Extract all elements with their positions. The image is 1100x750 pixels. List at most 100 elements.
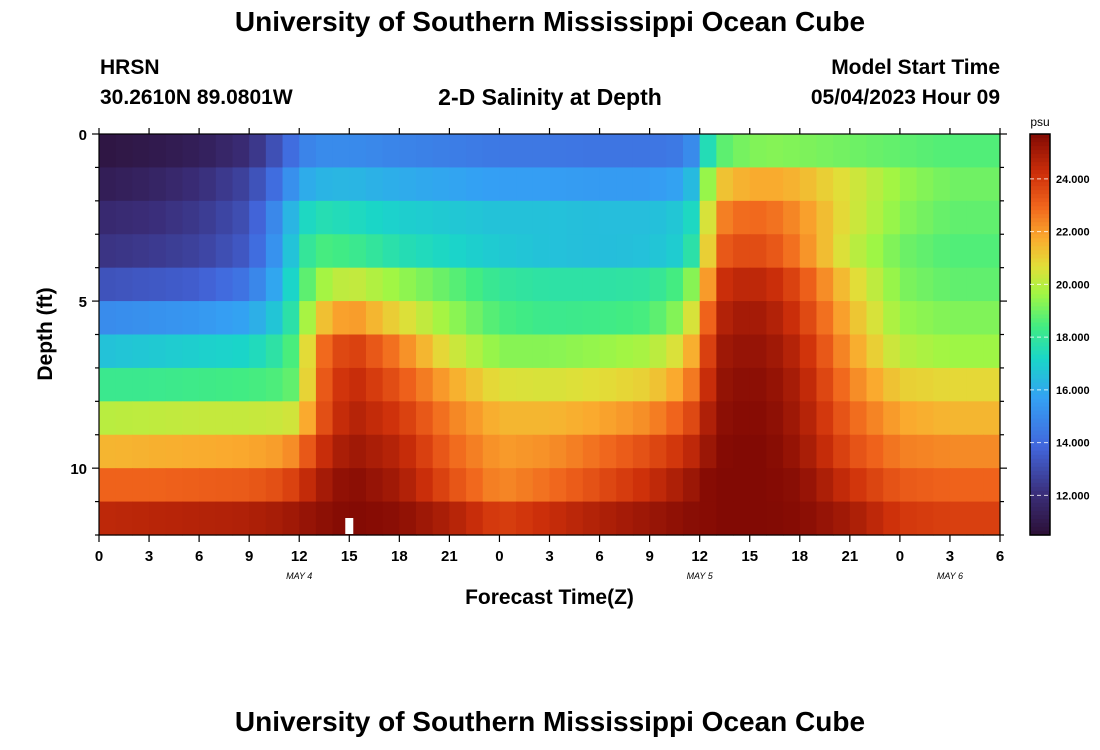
heatmap-cell [916, 401, 934, 436]
heatmap-cell [349, 134, 367, 169]
heatmap-cell [632, 200, 651, 235]
heatmap-cell [215, 501, 234, 536]
heatmap-cell [99, 301, 117, 336]
heatmap-cell [365, 267, 384, 302]
heatmap-cell [766, 167, 784, 202]
heatmap-cell [482, 301, 501, 336]
heatmap-cell [749, 134, 768, 169]
heatmap-cell [249, 434, 267, 469]
heatmap-cell [833, 401, 851, 436]
heatmap-cell [149, 367, 167, 402]
colorbar: 12.000 14.000 16.000 18.000 20.000 22.000 24.0… [1029, 133, 1090, 536]
heatmap-cell [499, 468, 517, 503]
heatmap-cell [399, 234, 417, 269]
heatmap-cell [265, 267, 284, 302]
heatmap-cell [315, 234, 334, 269]
heatmap-cell [299, 267, 317, 302]
colorbar-segment [1030, 318, 1050, 324]
heatmap-cell [549, 401, 567, 436]
colorbar-segment [1030, 306, 1050, 312]
colorbar-segment [1030, 314, 1050, 320]
x-tick-label: 21 [441, 548, 458, 565]
heatmap-cell [149, 501, 167, 536]
heatmap-cell [115, 434, 133, 469]
heatmap-cell [899, 501, 918, 536]
heatmap-cell [165, 267, 184, 302]
heatmap-cell [749, 367, 768, 402]
heatmap-cell [616, 234, 634, 269]
colorbar-segment [1030, 390, 1050, 396]
heatmap-cell [983, 334, 1001, 369]
heatmap-cell [883, 301, 901, 336]
heatmap-cell [416, 434, 434, 469]
heatmap-cell [966, 334, 984, 369]
heatmap-cell [816, 134, 834, 169]
heatmap-cell [165, 134, 184, 169]
heatmap-cell [416, 267, 434, 302]
heatmap-cell [666, 334, 684, 369]
heatmap-cell [315, 367, 334, 402]
heatmap-cell [399, 401, 417, 436]
heatmap-cell [733, 200, 751, 235]
heatmap-cell [249, 501, 267, 536]
heatmap-cell [549, 167, 567, 202]
heatmap-cell [866, 200, 884, 235]
heatmap-cell [549, 367, 567, 402]
heatmap-cell [866, 301, 884, 336]
heatmap-cell [682, 134, 701, 169]
heatmap-cell [749, 267, 768, 302]
heatmap-cell [299, 468, 317, 503]
x-tick-label: 0 [495, 548, 503, 565]
heatmap-cell [349, 334, 367, 369]
heatmap-cell [432, 334, 450, 369]
heatmap-cell [716, 367, 734, 402]
heatmap-cell [682, 468, 701, 503]
heatmap-cell [482, 434, 501, 469]
colorbar-segment [1030, 250, 1050, 255]
heatmap-cell [382, 234, 400, 269]
heatmap-cell [332, 301, 350, 336]
colorbar-segment [1030, 258, 1050, 263]
heatmap-cell [149, 200, 167, 235]
heatmap-cell [783, 200, 801, 235]
heatmap-cell [532, 301, 551, 336]
heatmap-cell [582, 501, 601, 536]
date-label: MAY 4 [286, 571, 312, 581]
heatmap-cell [783, 401, 801, 436]
heatmap-cell [165, 234, 184, 269]
heatmap-cell [282, 401, 300, 436]
heatmap-cell [115, 468, 133, 503]
model-start-time: 05/04/2023 Hour 09 [810, 86, 1000, 109]
heatmap-cell [833, 367, 851, 402]
heatmap-cell [866, 501, 884, 536]
colorbar-tick-label: 14.000 [1056, 438, 1090, 450]
heatmap-cell [883, 167, 901, 202]
heatmap-cell [566, 501, 584, 536]
x-tick-label: 18 [391, 548, 408, 565]
heatmap-cell [916, 134, 934, 169]
heatmap-cell [365, 234, 384, 269]
heatmap-cell [432, 301, 450, 336]
heatmap-cell [666, 468, 684, 503]
heatmap-cell [299, 301, 317, 336]
heatmap-cell [716, 167, 734, 202]
heatmap-cell [215, 200, 234, 235]
colorbar-segment [1030, 394, 1050, 400]
heatmap-cell [482, 167, 501, 202]
heatmap-cell [949, 468, 968, 503]
colorbar-segment [1030, 514, 1050, 520]
heatmap-cell [382, 367, 400, 402]
heatmap-cell [933, 301, 951, 336]
heatmap-cell [165, 200, 184, 235]
colorbar-segment [1030, 330, 1050, 336]
heatmap-cell [466, 468, 484, 503]
heatmap-cell [799, 267, 818, 302]
heatmap-cell [199, 501, 217, 536]
heatmap-cell [682, 401, 701, 436]
heatmap-cell [766, 434, 784, 469]
heatmap-cell [115, 267, 133, 302]
heatmap-cell [599, 334, 617, 369]
heatmap-cell [682, 501, 701, 536]
heatmap-cell [599, 501, 617, 536]
heatmap-cell [682, 267, 701, 302]
